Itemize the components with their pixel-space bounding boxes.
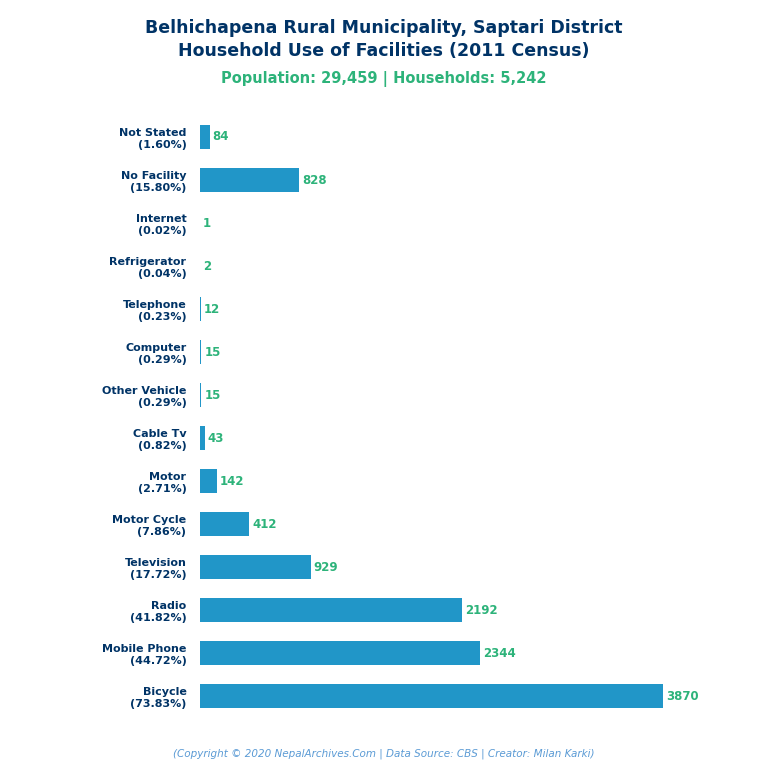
- Text: 12: 12: [204, 303, 220, 316]
- Text: 412: 412: [252, 518, 276, 531]
- Text: Household Use of Facilities (2011 Census): Household Use of Facilities (2011 Census…: [178, 42, 590, 60]
- Text: 828: 828: [302, 174, 326, 187]
- Text: 929: 929: [314, 561, 339, 574]
- Text: Population: 29,459 | Households: 5,242: Population: 29,459 | Households: 5,242: [221, 71, 547, 87]
- Bar: [200, 297, 201, 321]
- Bar: [200, 426, 205, 450]
- Bar: [200, 641, 480, 665]
- Text: Belhichapena Rural Municipality, Saptari District: Belhichapena Rural Municipality, Saptari…: [145, 19, 623, 37]
- Text: 2192: 2192: [465, 604, 498, 617]
- Bar: [200, 469, 217, 493]
- Text: 84: 84: [213, 131, 229, 144]
- Text: (Copyright © 2020 NepalArchives.Com | Data Source: CBS | Creator: Milan Karki): (Copyright © 2020 NepalArchives.Com | Da…: [174, 748, 594, 759]
- Text: 2: 2: [203, 260, 211, 273]
- Bar: [200, 555, 311, 579]
- Bar: [200, 598, 462, 622]
- Bar: [200, 383, 201, 407]
- Bar: [200, 168, 299, 192]
- Text: 3870: 3870: [666, 690, 698, 703]
- Text: 15: 15: [204, 389, 221, 402]
- Bar: [200, 684, 663, 708]
- Bar: [200, 125, 210, 149]
- Text: 142: 142: [220, 475, 244, 488]
- Text: 15: 15: [204, 346, 221, 359]
- Bar: [200, 340, 201, 364]
- Text: 2344: 2344: [483, 647, 516, 660]
- Text: 43: 43: [208, 432, 224, 445]
- Text: 1: 1: [203, 217, 211, 230]
- Bar: [200, 512, 249, 536]
